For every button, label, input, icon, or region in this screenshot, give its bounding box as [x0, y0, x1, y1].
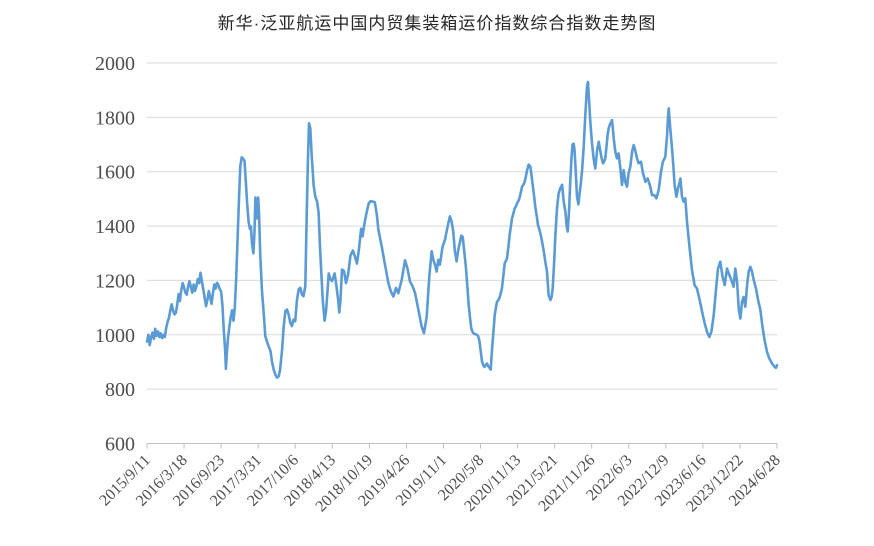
chart-title: 新华·泛亚航运中国内贸集装箱运价指数综合指数走势图 [217, 14, 657, 33]
index-series-line [145, 80, 779, 380]
y-axis-tick-label: 1600 [95, 162, 135, 184]
y-axis-tick-label: 800 [105, 379, 135, 401]
y-axis-tick-label: 1800 [95, 107, 135, 129]
y-axis-labels: 600 800 1000 1200 1400 1600 1800 2000 [95, 53, 135, 456]
series-lines [145, 80, 779, 380]
y-axis-tick-label: 1400 [95, 216, 135, 238]
gridlines [147, 62, 777, 444]
y-axis-tick-label: 2000 [95, 53, 135, 75]
y-axis-tick-label: 600 [105, 434, 135, 456]
y-axis-tick-label: 1200 [95, 270, 135, 292]
y-axis-tick-label: 1000 [95, 325, 135, 347]
x-axis-labels: 2015/9/112016/3/182016/9/232017/3/312017… [96, 443, 784, 515]
